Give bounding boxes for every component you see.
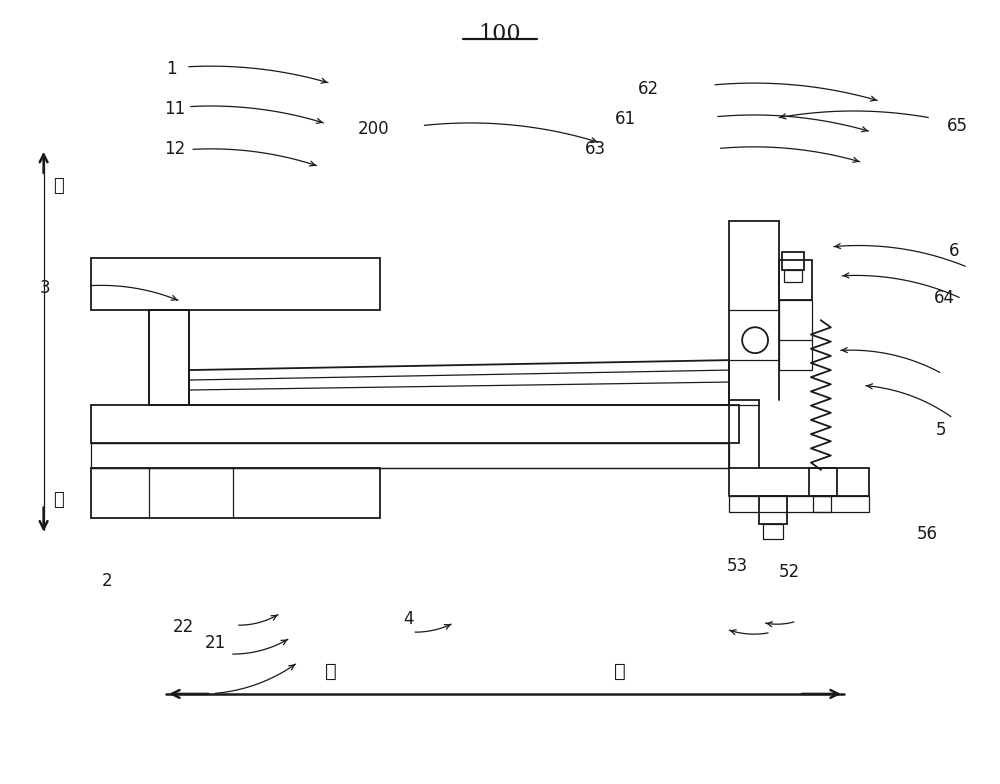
Text: 63: 63 xyxy=(585,140,606,158)
Bar xyxy=(91,259,380,310)
Bar xyxy=(813,495,831,512)
Text: 12: 12 xyxy=(164,140,185,158)
Text: 21: 21 xyxy=(205,634,226,652)
Bar xyxy=(91,405,739,443)
Text: 3: 3 xyxy=(40,279,50,297)
Text: 下: 下 xyxy=(54,491,64,509)
Bar xyxy=(809,468,837,495)
Bar xyxy=(759,495,787,524)
Bar xyxy=(729,495,869,512)
Text: 62: 62 xyxy=(638,80,659,98)
Bar xyxy=(149,310,189,405)
Text: 上: 上 xyxy=(54,176,64,194)
Bar xyxy=(763,524,783,539)
Text: 22: 22 xyxy=(173,618,194,636)
Text: 64: 64 xyxy=(933,289,954,307)
Text: 200: 200 xyxy=(358,120,389,138)
Bar xyxy=(729,468,869,495)
Text: 56: 56 xyxy=(917,525,938,543)
Text: 2: 2 xyxy=(101,572,112,590)
Text: 后: 后 xyxy=(614,662,625,681)
Bar xyxy=(784,270,802,282)
Text: 1: 1 xyxy=(166,60,177,78)
Text: 52: 52 xyxy=(779,564,800,582)
Text: 5: 5 xyxy=(935,421,946,439)
Bar xyxy=(782,252,804,270)
Bar xyxy=(91,443,729,468)
Text: 61: 61 xyxy=(615,110,636,128)
Text: 前: 前 xyxy=(325,662,336,681)
Text: 4: 4 xyxy=(403,610,414,628)
Bar xyxy=(91,468,380,517)
Bar xyxy=(779,260,812,300)
Bar xyxy=(779,300,812,370)
Text: 6: 6 xyxy=(948,241,959,260)
Bar xyxy=(149,310,189,405)
Text: 53: 53 xyxy=(727,557,748,575)
Text: 11: 11 xyxy=(164,100,185,118)
Text: 65: 65 xyxy=(946,117,967,135)
Text: 100: 100 xyxy=(479,24,521,45)
